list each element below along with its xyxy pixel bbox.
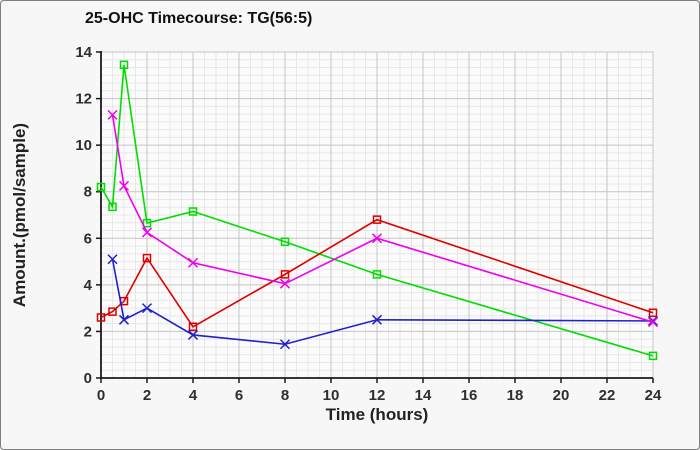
- chart-title: 25-OHC Timecourse: TG(56:5): [85, 10, 313, 27]
- y-axis-tick-label: 4: [84, 277, 93, 294]
- y-axis-label: Amount.(pmol/sample): [10, 122, 29, 308]
- series-green-squares-marker: [280, 237, 290, 247]
- x-axis-tick-label: 20: [553, 387, 570, 404]
- series-blue-x-marker: [371, 314, 383, 325]
- series-magenta-x-marker: [371, 233, 383, 244]
- series-red-squares-marker: [372, 215, 382, 224]
- y-axis-tick-label: 12: [75, 91, 92, 108]
- series-blue-x-marker: [107, 254, 118, 265]
- series-red-squares-marker: [96, 313, 106, 322]
- series-magenta-x-marker: [279, 278, 291, 289]
- y-axis-tick-label: 8: [84, 184, 92, 201]
- x-axis-tick-label: 18: [507, 387, 524, 404]
- x-axis-tick-label: 0: [97, 387, 105, 404]
- y-axis-tick-label: 0: [84, 370, 92, 387]
- series-magenta-x-marker: [187, 257, 199, 268]
- series-green-squares-marker: [188, 207, 198, 216]
- series-red-squares-line: [100, 218, 654, 328]
- series-green-squares-marker: [108, 202, 117, 212]
- x-axis-tick-label: 6: [235, 387, 243, 404]
- x-axis-tick-label: 10: [323, 387, 340, 404]
- series-blue-x-marker: [118, 314, 130, 325]
- series-red-squares-marker: [142, 253, 152, 263]
- series-green-squares-marker: [96, 182, 106, 192]
- series-red-squares-marker: [648, 308, 658, 318]
- series-blue-x-marker: [187, 329, 199, 340]
- x-axis-tick-label: 2: [143, 387, 151, 404]
- x-axis-tick-label: 16: [461, 387, 478, 404]
- series-green-squares-marker: [648, 351, 658, 361]
- y-axis-tick-label: 6: [84, 230, 92, 247]
- series-green-squares-marker: [119, 60, 129, 70]
- series-magenta-x-marker: [141, 227, 153, 238]
- series-blue-x-marker: [647, 315, 659, 326]
- series-blue-x-marker: [141, 303, 153, 314]
- x-axis-tick-label: 22: [599, 387, 616, 404]
- x-axis-tick-label: 4: [189, 387, 198, 404]
- y-axis-tick-label: 10: [75, 137, 92, 154]
- series-magenta-x-marker: [107, 109, 118, 120]
- series-red-squares-marker: [188, 322, 198, 332]
- y-axis-tick-label: 14: [75, 44, 92, 61]
- y-axis-tick-label: 2: [84, 323, 92, 340]
- x-axis-tick-label: 12: [369, 387, 386, 404]
- series-blue-x-marker: [279, 339, 291, 350]
- series-red-squares-marker: [108, 307, 117, 316]
- series-red-squares-marker: [280, 270, 290, 279]
- x-axis-label: Time (hours): [325, 405, 429, 424]
- series-green-squares-marker: [142, 218, 152, 228]
- series-green-squares-line: [100, 64, 654, 357]
- x-axis-tick-label: 24: [645, 387, 662, 404]
- x-axis-tick-label: 14: [415, 387, 432, 404]
- series-green-squares-marker: [372, 270, 382, 279]
- x-axis-tick-label: 8: [281, 387, 289, 404]
- series-magenta-x-marker: [647, 317, 659, 328]
- series-magenta-x-marker: [118, 180, 130, 191]
